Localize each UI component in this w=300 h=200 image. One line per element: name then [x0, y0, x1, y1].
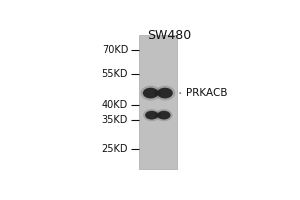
Ellipse shape	[155, 86, 175, 101]
Text: 40KD: 40KD	[102, 100, 128, 110]
Text: 70KD: 70KD	[102, 45, 128, 55]
Ellipse shape	[143, 88, 158, 98]
Text: 35KD: 35KD	[102, 115, 128, 125]
Text: PRKACB: PRKACB	[180, 88, 228, 98]
Text: 25KD: 25KD	[102, 144, 128, 154]
Ellipse shape	[145, 111, 158, 120]
Ellipse shape	[157, 88, 173, 98]
Ellipse shape	[140, 86, 161, 101]
Bar	[154, 90, 161, 96]
Ellipse shape	[143, 109, 160, 121]
Bar	[155, 113, 161, 118]
Text: SW480: SW480	[147, 29, 192, 42]
Bar	[139, 35, 177, 169]
Ellipse shape	[155, 109, 172, 121]
Ellipse shape	[157, 111, 171, 120]
Text: 55KD: 55KD	[102, 69, 128, 79]
